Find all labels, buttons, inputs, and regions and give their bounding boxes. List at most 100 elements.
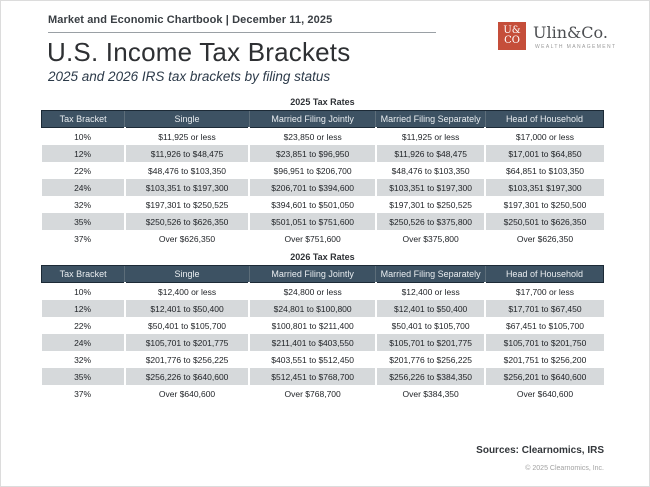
range-cell: $24,800 or less xyxy=(248,282,376,300)
page-subtitle: 2025 and 2026 IRS tax brackets by filing… xyxy=(48,69,331,84)
bracket-cell: 35% xyxy=(41,368,125,385)
range-cell: $50,401 to $105,700 xyxy=(123,317,250,334)
copyright-text: © 2025 Clearnomics, Inc. xyxy=(525,465,604,472)
table-row: 22% $50,401 to $105,700 $100,801 to $211,4… xyxy=(42,317,604,334)
range-cell: $256,201 to $640,600 xyxy=(484,368,604,385)
bracket-cell: 37% xyxy=(74,388,92,399)
column-header: Single xyxy=(124,110,250,128)
page-footer: Sources: Clearnomics, IRS © 2025 Clearno… xyxy=(476,445,604,472)
range-cell: $12,400 or less xyxy=(374,282,486,300)
tax-table-2025: Tax Bracket Single Married Filing Jointly M… xyxy=(40,110,605,247)
range-cell: $67,451 to $105,700 xyxy=(484,317,604,334)
bracket-cell: 22% xyxy=(74,320,92,331)
bracket-cell: 22% xyxy=(74,165,92,176)
range-cell: $105,701 to $201,775 xyxy=(123,334,250,351)
range-cell: $12,401 to $50,400 xyxy=(374,300,486,317)
range-cell: $201,776 to $256,225 xyxy=(123,351,250,368)
tax-table-2025-block: 2025 Tax Rates Tax Bracket Single Married … xyxy=(40,97,605,247)
range-cell: $12,400 or less xyxy=(123,282,250,300)
table-row: 32% $197,301 to $250,525 $394,601 to $501,… xyxy=(42,196,604,213)
range-cell: $201,751 to $256,200 xyxy=(484,351,604,368)
range-cell: $17,001 to $64,850 xyxy=(484,145,604,162)
range-cell: $50,401 to $105,700 xyxy=(374,317,486,334)
range-cell: $250,501 to $626,350 xyxy=(484,213,604,230)
range-cell: $24,801 to $100,800 xyxy=(248,300,376,317)
column-header: Head of Household xyxy=(484,110,605,128)
bracket-cell: 12% xyxy=(41,300,125,317)
column-header: Head of Household xyxy=(484,265,605,283)
range-cell: $403,551 to $512,450 xyxy=(248,351,376,368)
table-row: 24% $105,701 to $201,775 $211,401 to $403,… xyxy=(41,334,604,351)
company-logo: U& CO Ulin&Co. WEALTH MANAGEMENT xyxy=(498,22,628,54)
table-row: 12% $11,926 to $48,475 $23,851 to $96,950 $… xyxy=(41,145,604,162)
table-row: 12% $12,401 to $50,400 $24,801 to $100,800… xyxy=(41,300,604,317)
bracket-cell: 32% xyxy=(74,354,92,365)
table-title-2026: 2026 Tax Rates xyxy=(290,252,355,262)
tax-table-2026: Tax Bracket Single Married Filing Jointly M… xyxy=(40,265,605,402)
range-cell: $250,526 to $375,800 xyxy=(374,213,486,230)
range-cell: $96,951 to $206,700 xyxy=(248,162,376,179)
range-cell: $100,801 to $211,400 xyxy=(248,317,376,334)
range-cell: $103,351 to $197,300 xyxy=(374,179,486,196)
table-header-row: Tax Bracket Single Married Filing Jointly M… xyxy=(40,110,605,128)
range-cell: $48,476 to $103,350 xyxy=(123,162,250,179)
table-row: 37% Over $626,350 Over $751,600 Over $375,8… xyxy=(42,230,604,247)
tax-table-2026-block: 2026 Tax Rates Tax Bracket Single Married … xyxy=(40,252,605,402)
column-header: Married Filing Separately xyxy=(375,265,486,283)
range-cell: $201,776 to $256,225 xyxy=(374,351,486,368)
sources-text: Sources: Clearnomics, IRS xyxy=(476,445,604,456)
range-cell: $512,451 to $768,700 xyxy=(248,368,376,385)
logo-mark-line2: CO xyxy=(504,35,520,46)
range-cell: $64,851 to $103,350 xyxy=(484,162,604,179)
logo-tagline: WEALTH MANAGEMENT xyxy=(535,44,617,50)
table-row: 35% $256,226 to $640,600 $512,451 to $768,… xyxy=(41,368,604,385)
range-cell: $197,301 to $250,525 xyxy=(374,196,486,213)
bracket-cell: 10% xyxy=(74,131,92,142)
range-cell: $250,526 to $626,350 xyxy=(123,213,250,230)
table-row: 37% Over $640,600 Over $768,700 Over $384,3… xyxy=(42,385,604,402)
range-cell: $11,926 to $48,475 xyxy=(374,145,486,162)
range-cell: $11,925 or less xyxy=(123,127,250,145)
header-divider xyxy=(48,32,436,33)
bracket-cell: 37% xyxy=(74,233,92,244)
range-cell: Over $751,600 xyxy=(248,230,376,247)
range-cell: $12,401 to $50,400 xyxy=(123,300,250,317)
logo-mark-icon: U& CO xyxy=(498,22,526,50)
range-cell: $211,401 to $403,550 xyxy=(248,334,376,351)
range-cell: Over $640,600 xyxy=(484,385,604,402)
table-row: 10% $11,925 or less $23,850 or less $11,925… xyxy=(42,127,604,145)
column-header: Tax Bracket xyxy=(40,265,125,283)
bracket-cell: 32% xyxy=(74,199,92,210)
range-cell: $103,351 to $197,300 xyxy=(123,179,250,196)
chartbook-label: Market and Economic Chartbook | December… xyxy=(48,14,333,26)
range-cell: Over $375,800 xyxy=(374,230,486,247)
range-cell: $256,226 to $384,350 xyxy=(374,368,486,385)
range-cell: $11,926 to $48,475 xyxy=(123,145,250,162)
range-cell: $17,700 or less xyxy=(484,282,604,300)
range-cell: $17,000 or less xyxy=(484,127,604,145)
table-row: 24% $103,351 to $197,300 $206,701 to $394,… xyxy=(41,179,604,196)
range-cell: Over $640,600 xyxy=(123,385,250,402)
range-cell: $256,226 to $640,600 xyxy=(123,368,250,385)
table-header-row: Tax Bracket Single Married Filing Jointly M… xyxy=(40,265,605,283)
range-cell: Over $768,700 xyxy=(248,385,376,402)
bracket-cell: 12% xyxy=(41,145,125,162)
column-header: Married Filing Jointly xyxy=(248,110,376,128)
bracket-cell: 24% xyxy=(41,334,125,351)
column-header: Tax Bracket xyxy=(40,110,125,128)
table-row: 10% $12,400 or less $24,800 or less $12,400… xyxy=(42,282,604,300)
column-header: Married Filing Jointly xyxy=(248,265,376,283)
table-title-2025: 2025 Tax Rates xyxy=(290,97,355,107)
table-row: 32% $201,776 to $256,225 $403,551 to $512,… xyxy=(42,351,604,368)
column-header: Married Filing Separately xyxy=(375,110,486,128)
range-cell: $23,850 or less xyxy=(248,127,376,145)
range-cell: $105,701 to $201,775 xyxy=(374,334,486,351)
range-cell: Over $626,350 xyxy=(484,230,604,247)
table-row: 35% $250,526 to $626,350 $501,051 to $751,… xyxy=(41,213,604,230)
range-cell: $105,701 to $201,750 xyxy=(484,334,604,351)
range-cell: $394,601 to $501,050 xyxy=(248,196,376,213)
range-cell: Over $384,350 xyxy=(374,385,486,402)
range-cell: $11,925 or less xyxy=(374,127,486,145)
range-cell: $48,476 to $103,350 xyxy=(374,162,486,179)
